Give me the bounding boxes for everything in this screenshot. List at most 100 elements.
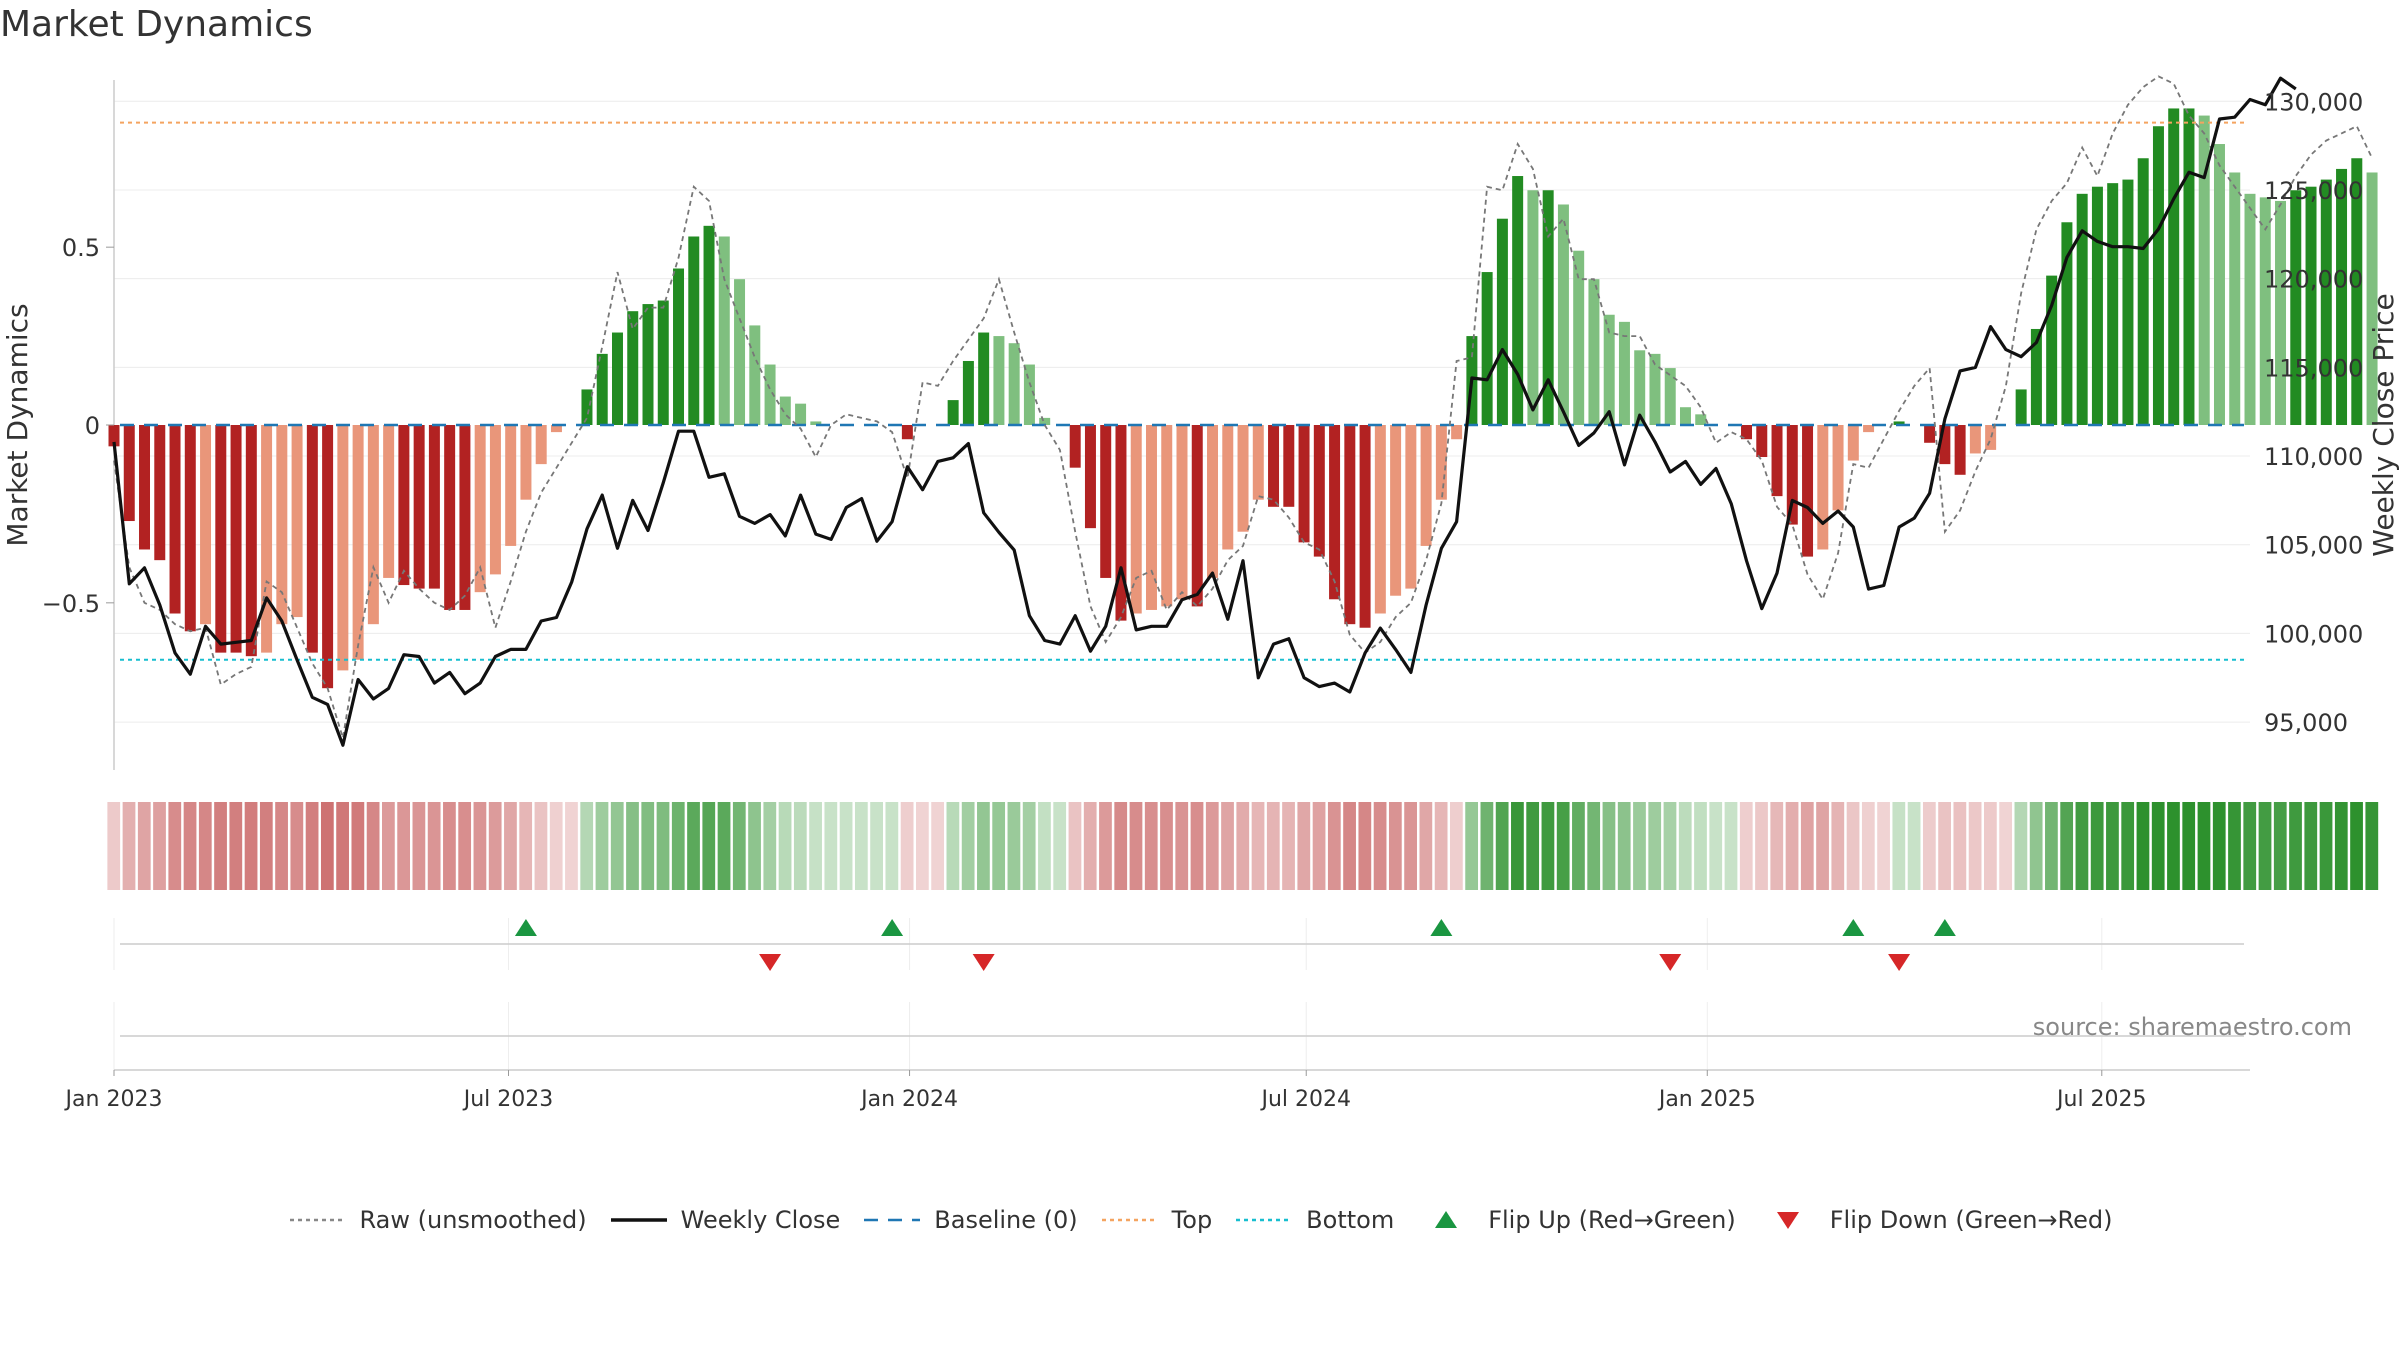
- timeline-cell: [1938, 802, 1951, 890]
- histogram-bar: [2076, 193, 2088, 425]
- timeline-cell: [1984, 802, 1997, 890]
- timeline-cell: [1633, 802, 1646, 890]
- legend-item: Top: [1100, 1206, 1212, 1234]
- timeline-cell: [2350, 802, 2363, 890]
- timeline-cell: [885, 802, 899, 890]
- timeline-cell: [1800, 802, 1814, 890]
- timeline-cell: [305, 802, 319, 890]
- x-tick-label: Jul 2024: [1259, 1087, 1351, 1112]
- timeline-cell: [153, 802, 166, 890]
- histogram-bar: [1573, 250, 1585, 425]
- histogram-bar: [2198, 115, 2210, 425]
- flip-up-marker: [1430, 919, 1453, 936]
- timeline-cell: [1251, 802, 1265, 890]
- legend-item: Flip Up (Red→Green): [1416, 1206, 1736, 1234]
- histogram-bar: [1161, 425, 1173, 607]
- timeline-cell: [1709, 802, 1723, 890]
- histogram-bar: [795, 403, 807, 425]
- flip-down-marker: [1659, 954, 1682, 971]
- histogram-bar: [1191, 425, 1203, 607]
- histogram-bar: [703, 225, 715, 425]
- histogram-bar: [1100, 425, 1112, 578]
- legend-item: Baseline (0): [862, 1206, 1078, 1234]
- histogram-bar: [1618, 321, 1630, 425]
- histogram-bar: [2259, 197, 2271, 425]
- timeline-cell: [2304, 802, 2318, 890]
- histogram-bar: [1481, 272, 1493, 425]
- timeline-cell: [1480, 802, 1494, 890]
- histogram-bar: [1313, 425, 1325, 557]
- histogram-bar: [2351, 158, 2363, 425]
- timeline-cell: [1953, 802, 1967, 890]
- histogram-bar: [657, 300, 669, 425]
- histogram-bar: [276, 425, 288, 625]
- timeline-cell: [656, 802, 670, 890]
- x-tick-label: Jul 2025: [2055, 1087, 2147, 1112]
- x-ticks: Jan 2023 Jul 2023 Jan 2024 Jul 2024 Jan 2025…: [64, 1070, 2147, 1112]
- histogram-bar: [1115, 425, 1127, 621]
- histogram-bar: [1451, 425, 1463, 440]
- timeline-cell: [687, 802, 700, 890]
- timeline-cell: [1968, 802, 1982, 890]
- timeline-cell: [992, 802, 1006, 890]
- flip-up-marker: [514, 919, 537, 936]
- timeline-cell: [2197, 802, 2211, 890]
- timeline-cell: [458, 802, 472, 890]
- x-tick-label: Jan 2023: [64, 1087, 163, 1112]
- timeline-cell: [1205, 802, 1219, 890]
- timeline-cell: [412, 802, 426, 890]
- histogram-bar: [749, 325, 761, 425]
- legend-label: Flip Down (Green→Red): [1829, 1206, 2113, 1234]
- histogram-bar: [306, 425, 318, 653]
- legend-swatch: [864, 1218, 921, 1222]
- histogram-bar: [1344, 425, 1356, 625]
- histogram-bar: [1786, 425, 1798, 525]
- timeline-cell: [1327, 802, 1341, 890]
- histogram-bar: [2122, 179, 2134, 425]
- timeline-cell: [870, 802, 883, 890]
- histogram-bar: [1176, 425, 1188, 600]
- legend-swatch: [1101, 1218, 1158, 1222]
- timeline-cell: [2167, 802, 2180, 890]
- histogram-bar: [1222, 425, 1234, 550]
- timeline-cell: [1221, 802, 1234, 890]
- histogram-bar: [1924, 425, 1936, 443]
- timeline-cell: [565, 802, 578, 890]
- timeline-cell: [2258, 802, 2272, 890]
- histogram-bar: [1802, 425, 1814, 557]
- timeline-cell: [198, 802, 212, 890]
- timeline-cell: [2319, 802, 2333, 890]
- timeline-cell: [839, 802, 853, 890]
- timeline-cell: [1373, 802, 1387, 890]
- timeline-cell: [1770, 802, 1784, 890]
- histogram-bar: [2183, 108, 2195, 425]
- histogram-bar: [2168, 108, 2180, 425]
- histogram-bar: [489, 425, 501, 575]
- timeline-cell: [1556, 802, 1570, 890]
- timeline-cell: [1068, 802, 1082, 890]
- timeline-cell: [2090, 802, 2104, 890]
- timeline-cell: [1587, 802, 1601, 890]
- bars-group: [108, 108, 2378, 689]
- timeline-cell: [1114, 802, 1128, 890]
- timeline-cell: [580, 802, 594, 890]
- histogram-bar: [1588, 279, 1600, 425]
- histogram-bar: [2152, 126, 2164, 425]
- timeline-cell: [1648, 802, 1662, 890]
- histogram-bar: [1695, 414, 1707, 425]
- legend-label: Weekly Close: [680, 1206, 841, 1234]
- histogram-bar: [1512, 176, 1524, 425]
- timeline-cell: [1755, 802, 1768, 890]
- source-note: source: sharemaestro.com: [2033, 1013, 2352, 1041]
- histogram-bar: [169, 425, 181, 614]
- histogram-bar: [1130, 425, 1142, 614]
- timeline-cell: [1099, 802, 1112, 890]
- histogram-bar: [1023, 364, 1035, 425]
- histogram-bar: [779, 396, 791, 425]
- timeline-cell: [107, 802, 121, 890]
- timeline-cell: [2121, 802, 2135, 890]
- histogram-bar: [398, 425, 410, 586]
- histogram-bar: [1893, 421, 1905, 425]
- flip-up-marker: [1933, 919, 1956, 936]
- histogram-bar: [673, 268, 685, 425]
